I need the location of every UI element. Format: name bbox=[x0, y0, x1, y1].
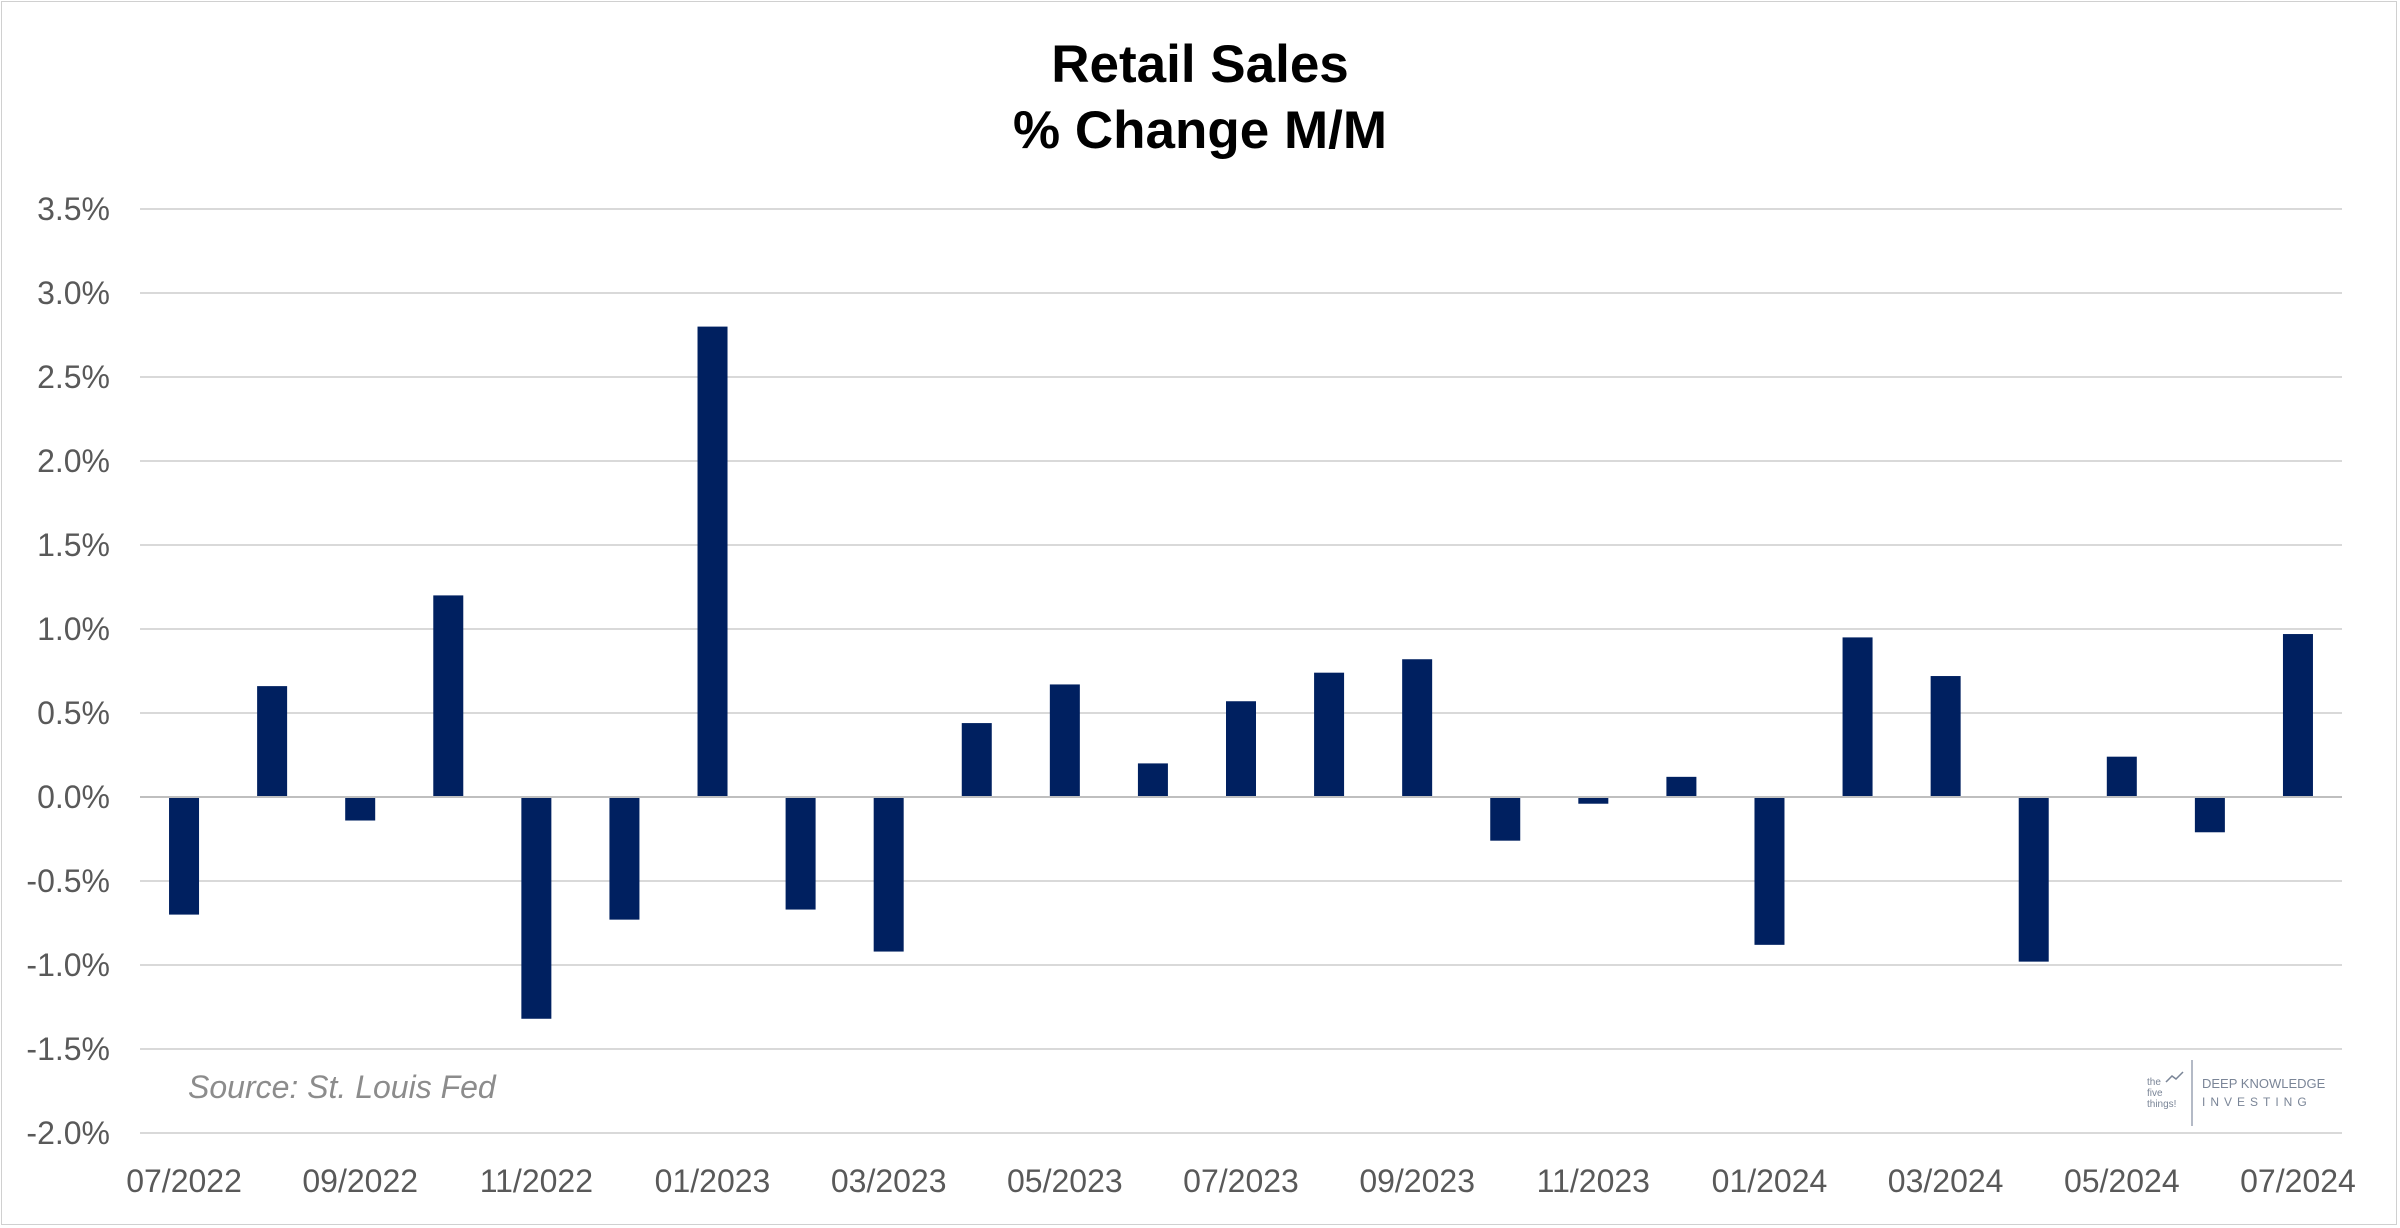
y-tick-label: -2.0% bbox=[26, 1115, 110, 1151]
bar-10/2023 bbox=[1490, 797, 1521, 841]
bar-11/2023 bbox=[1578, 797, 1609, 804]
bars bbox=[169, 326, 2313, 1019]
x-tick-label: 11/2022 bbox=[480, 1163, 593, 1199]
bar-12/2023 bbox=[1666, 776, 1697, 797]
bar-02/2023 bbox=[785, 797, 816, 910]
x-tick-label: 07/2023 bbox=[1183, 1163, 1299, 1199]
bar-07/2024 bbox=[2282, 634, 2313, 797]
bar-05/2024 bbox=[2106, 756, 2137, 797]
y-tick-label: -1.0% bbox=[26, 947, 110, 983]
logo-name-line-2: INVESTING bbox=[2202, 1095, 2312, 1109]
y-tick-label: 3.5% bbox=[37, 191, 110, 227]
bar-05/2023 bbox=[1049, 684, 1080, 797]
bar-07/2023 bbox=[1226, 701, 1256, 797]
x-tick-label: 03/2024 bbox=[1888, 1163, 2004, 1199]
x-tick-label: 01/2024 bbox=[1712, 1163, 1828, 1199]
chart-title-line-2: % Change M/M bbox=[1013, 101, 1387, 160]
y-tick-label: 1.5% bbox=[37, 527, 110, 563]
x-axis-ticks: 07/2022 09/2022 11/2022 01/2023 03/2023 05/20… bbox=[126, 1163, 2356, 1199]
logo-name-line-1: DEEP KNOWLEDGE bbox=[2202, 1076, 2326, 1091]
x-tick-label: 05/2024 bbox=[2064, 1163, 2180, 1199]
trend-arrow-icon bbox=[2165, 1071, 2184, 1083]
logo-text-five: five bbox=[2147, 1088, 2163, 1099]
bar-02/2024 bbox=[1842, 637, 1873, 797]
x-tick-label: 11/2023 bbox=[1537, 1163, 1650, 1199]
bar-10/2022 bbox=[433, 595, 464, 797]
y-tick-label: 0.5% bbox=[37, 695, 110, 731]
source-annotation: Source: St. Louis Fed bbox=[188, 1069, 497, 1105]
bar-03/2024 bbox=[1930, 676, 1961, 797]
bar-09/2022 bbox=[345, 797, 376, 821]
bar-01/2024 bbox=[1754, 797, 1785, 945]
gridlines bbox=[140, 208, 2342, 1134]
chart-title-line-1: Retail Sales bbox=[1051, 35, 1349, 94]
x-tick-label: 01/2023 bbox=[655, 1163, 771, 1199]
y-tick-label: 2.5% bbox=[37, 359, 110, 395]
bar-06/2023 bbox=[1137, 763, 1168, 797]
bar-12/2022 bbox=[609, 797, 640, 920]
x-tick-label: 05/2023 bbox=[1007, 1163, 1123, 1199]
bar-08/2023 bbox=[1314, 672, 1345, 797]
bar-04/2024 bbox=[2018, 797, 2049, 962]
deep-knowledge-investing-logo: the five things! DEEP KNOWLEDGE INVESTIN… bbox=[2147, 1060, 2326, 1126]
bar-08/2022 bbox=[257, 686, 288, 797]
bar-09/2023 bbox=[1402, 659, 1433, 797]
y-tick-label: -1.5% bbox=[26, 1031, 110, 1067]
y-tick-label: 2.0% bbox=[37, 443, 110, 479]
bar-03/2023 bbox=[873, 797, 904, 952]
bar-06/2024 bbox=[2194, 797, 2225, 833]
y-tick-label: -0.5% bbox=[26, 863, 110, 899]
x-tick-label: 07/2022 bbox=[126, 1163, 242, 1199]
x-tick-label: 09/2023 bbox=[1359, 1163, 1475, 1199]
x-tick-label: 07/2024 bbox=[2240, 1163, 2356, 1199]
bar-11/2022 bbox=[521, 797, 552, 1019]
bar-01/2023 bbox=[697, 326, 728, 797]
x-tick-label: 03/2023 bbox=[831, 1163, 947, 1199]
x-tick-label: 09/2022 bbox=[302, 1163, 418, 1199]
bar-07/2022 bbox=[169, 797, 200, 915]
bar-04/2023 bbox=[961, 723, 992, 797]
y-tick-label: 3.0% bbox=[37, 275, 110, 311]
logo-text-things: things! bbox=[2147, 1099, 2176, 1110]
y-axis-ticks: 3.5% 3.0% 2.5% 2.0% 1.5% 1.0% 0.5% 0.0% -0.5% -1.… bbox=[26, 191, 110, 1151]
chart-title: Retail Sales % Change M/M bbox=[1013, 35, 1387, 160]
logo-text-the: the bbox=[2147, 1077, 2161, 1088]
y-tick-label: 0.0% bbox=[37, 779, 110, 815]
y-tick-label: 1.0% bbox=[37, 611, 110, 647]
